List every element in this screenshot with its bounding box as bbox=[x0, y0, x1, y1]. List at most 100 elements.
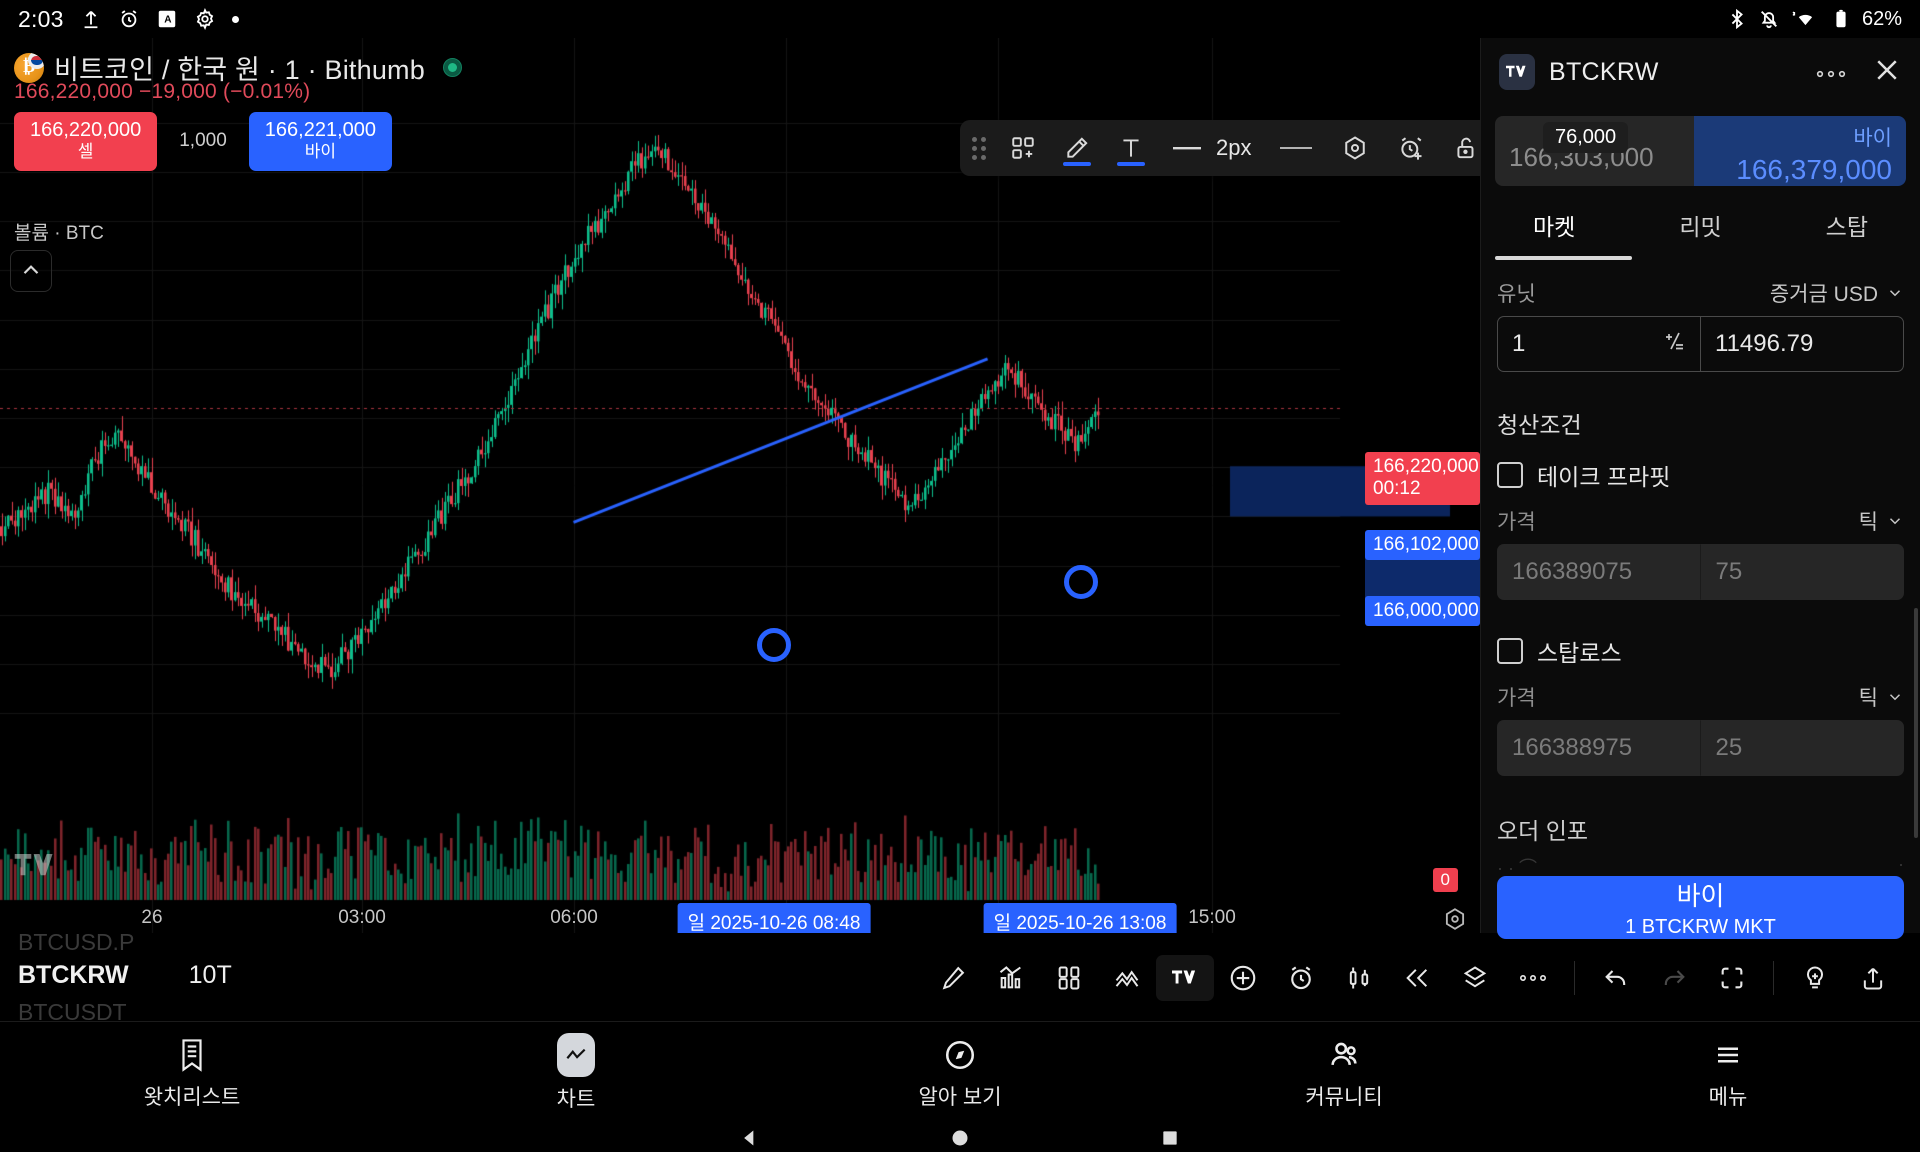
layers-icon[interactable] bbox=[1446, 955, 1504, 1001]
take-profit-row[interactable]: 테이크 프라핏 bbox=[1497, 458, 1904, 492]
chart-bottom-toolbar[interactable]: BTCUSD.P BTCKRW 10T BTCUSDT bbox=[0, 933, 1920, 1021]
line-style-icon[interactable] bbox=[1265, 120, 1327, 176]
chart-area[interactable]: ₿ 비트코인 / 한국 원 · 1 · Bithumb 166,220,000 … bbox=[0, 38, 1480, 933]
layout-icon[interactable] bbox=[1040, 955, 1098, 1001]
panel-scrollbar[interactable] bbox=[1914, 608, 1918, 838]
candlestick-chart-canvas[interactable] bbox=[0, 38, 1480, 933]
replay-icon[interactable] bbox=[1388, 955, 1446, 1001]
time-axis[interactable]: 26 03:00 06:00 15:00 일 2025-10-26 08:48 … bbox=[0, 900, 1480, 940]
margin-input[interactable]: 11496.79 bbox=[1700, 316, 1904, 372]
current-interval[interactable]: 10T bbox=[188, 961, 232, 989]
fullscreen-icon[interactable] bbox=[1703, 955, 1761, 1001]
pencil-icon[interactable] bbox=[924, 955, 982, 1001]
idea-icon[interactable] bbox=[1786, 955, 1844, 1001]
trendline-handle-start[interactable] bbox=[757, 628, 791, 662]
line-width-value[interactable]: 2px bbox=[1216, 135, 1252, 160]
last-price-value: 166,220,000 bbox=[1373, 456, 1479, 477]
home-icon[interactable] bbox=[950, 1128, 970, 1148]
collapse-pane-button[interactable] bbox=[10, 250, 52, 292]
nav-menu[interactable]: 메뉴 bbox=[1536, 1022, 1920, 1123]
symbol-next[interactable]: BTCUSDT bbox=[18, 999, 127, 1021]
symbol-current[interactable]: BTCKRW 10T bbox=[18, 961, 232, 990]
plus-minus-icon[interactable] bbox=[1662, 329, 1686, 359]
chart-bid-ask-buttons[interactable]: 166,220,000 셀 1,000 166,221,000 바이 bbox=[14, 112, 393, 171]
candle-icon[interactable] bbox=[1330, 955, 1388, 1001]
tab-stop[interactable]: 스탑 bbox=[1825, 214, 1868, 240]
undo-icon[interactable] bbox=[1587, 955, 1645, 1001]
nav-community[interactable]: 커뮤니티 bbox=[1152, 1022, 1536, 1123]
redo-icon[interactable] bbox=[1645, 955, 1703, 1001]
stop-loss-row[interactable]: 스탑로스 bbox=[1497, 634, 1904, 668]
take-profit-checkbox[interactable] bbox=[1497, 462, 1523, 488]
take-profit-price-label: 가격 bbox=[1497, 511, 1536, 534]
plus-circle-icon[interactable] bbox=[1214, 955, 1272, 1001]
text-icon[interactable] bbox=[1104, 120, 1158, 176]
bottom-navigation[interactable]: 왓치리스트 차트 알아 보기 커뮤니티 메뉴 bbox=[0, 1021, 1920, 1123]
nav-watchlist[interactable]: 왓치리스트 bbox=[0, 1022, 384, 1123]
order-tag-top[interactable]: 166,102,000 bbox=[1365, 530, 1480, 561]
patterns-icon[interactable] bbox=[1098, 955, 1156, 1001]
pencil-icon[interactable] bbox=[1050, 120, 1104, 176]
android-nav-bar[interactable] bbox=[0, 1123, 1920, 1152]
stop-loss-price-placeholder: 166388975 bbox=[1512, 734, 1633, 761]
tab-limit[interactable]: 리밋 bbox=[1679, 214, 1722, 240]
take-profit-labels: 가격 틱 bbox=[1497, 506, 1904, 536]
take-profit-price-input[interactable]: 166389075 bbox=[1497, 544, 1701, 600]
tradingview-icon[interactable] bbox=[1156, 955, 1214, 1001]
share-icon[interactable] bbox=[1844, 955, 1902, 1001]
recents-icon[interactable] bbox=[1160, 1128, 1180, 1148]
symbol-prev[interactable]: BTCUSD.P bbox=[18, 933, 135, 955]
submit-buy-button[interactable]: 바이 1 BTCKRW MKT bbox=[1497, 876, 1904, 939]
spread-value: 1,000 bbox=[179, 130, 227, 152]
trade-panel-bid-ask[interactable]: 166,303,000 바이 166,379,000 76,000 bbox=[1495, 116, 1906, 186]
stop-loss-inputs[interactable]: 166388975 25 bbox=[1497, 720, 1904, 776]
unit-input[interactable]: 1 bbox=[1497, 316, 1700, 372]
buy-label: 바이 bbox=[304, 142, 337, 161]
more-dots-icon[interactable] bbox=[1804, 58, 1858, 86]
nav-chart[interactable]: 차트 bbox=[384, 1022, 768, 1123]
toolbar-icons[interactable] bbox=[924, 955, 1902, 1001]
settings-hex-icon[interactable] bbox=[1327, 120, 1383, 176]
more-dots-icon[interactable] bbox=[1504, 955, 1562, 1001]
grip-icon[interactable] bbox=[972, 136, 986, 160]
stop-loss-tick-dropdown[interactable]: 틱 bbox=[1859, 682, 1904, 712]
stop-loss-checkbox[interactable] bbox=[1497, 638, 1523, 664]
chart-symbol-legend[interactable]: ₿ 비트코인 / 한국 원 · 1 · Bithumb bbox=[14, 48, 462, 87]
current-symbol[interactable]: BTCKRW bbox=[18, 961, 129, 989]
take-profit-inputs[interactable]: 166389075 75 bbox=[1497, 544, 1904, 600]
order-type-tabs[interactable]: 마켓 리밋 스탑 bbox=[1481, 208, 1920, 256]
alert-clock-icon[interactable] bbox=[1383, 120, 1439, 176]
toolbar-divider bbox=[1773, 961, 1774, 995]
nav-explore-label: 알아 보기 bbox=[918, 1085, 1002, 1109]
unit-inputs[interactable]: 1 11496.79 bbox=[1497, 316, 1904, 372]
sell-button[interactable]: 166,220,000 셀 bbox=[14, 112, 158, 171]
buy-button[interactable]: 166,221,000 바이 bbox=[248, 112, 393, 171]
alarm-icon[interactable] bbox=[1272, 955, 1330, 1001]
trade-panel[interactable]: BTCKRW 166,303,000 바이 166,379,000 76,000… bbox=[1480, 38, 1920, 939]
take-profit-tick-input[interactable]: 75 bbox=[1700, 544, 1904, 600]
nav-explore[interactable]: 알아 보기 bbox=[768, 1022, 1152, 1123]
order-tag-bottom[interactable]: 166,000,000 bbox=[1365, 596, 1480, 627]
take-profit-tick-placeholder: 75 bbox=[1715, 558, 1743, 585]
stop-loss-tick-input[interactable]: 25 bbox=[1700, 720, 1904, 776]
stop-loss-price-input[interactable]: 166388975 bbox=[1497, 720, 1701, 776]
tab-market[interactable]: 마켓 bbox=[1533, 214, 1576, 240]
explore-icon bbox=[943, 1035, 977, 1075]
unit-value: 1 bbox=[1512, 330, 1526, 357]
indicators-icon[interactable] bbox=[982, 955, 1040, 1001]
trade-panel-body[interactable]: 유닛 증거금 USD 1 11496.79 청산조건 bbox=[1481, 278, 1920, 878]
volume-legend: 볼륨 · BTC bbox=[14, 223, 104, 244]
close-icon[interactable] bbox=[1872, 55, 1902, 90]
back-icon[interactable] bbox=[740, 1128, 760, 1148]
last-price-tag[interactable]: 166,220,000 00:12 bbox=[1365, 452, 1480, 505]
ask-side[interactable]: 바이 166,379,000 bbox=[1693, 116, 1906, 186]
chart-settings-gear-icon[interactable] bbox=[1442, 906, 1468, 937]
sell-price: 166,220,000 bbox=[30, 119, 142, 141]
trendline-handle-end[interactable] bbox=[1064, 565, 1098, 599]
lock-open-icon[interactable] bbox=[1439, 120, 1493, 176]
margin-currency-dropdown[interactable]: 증거금 USD bbox=[1770, 278, 1904, 308]
trade-panel-title: BTCKRW bbox=[1549, 57, 1659, 86]
take-profit-tick-dropdown[interactable]: 틱 bbox=[1859, 506, 1904, 536]
add-template-icon[interactable] bbox=[996, 120, 1050, 176]
line-thickness-icon[interactable] bbox=[1158, 120, 1216, 176]
